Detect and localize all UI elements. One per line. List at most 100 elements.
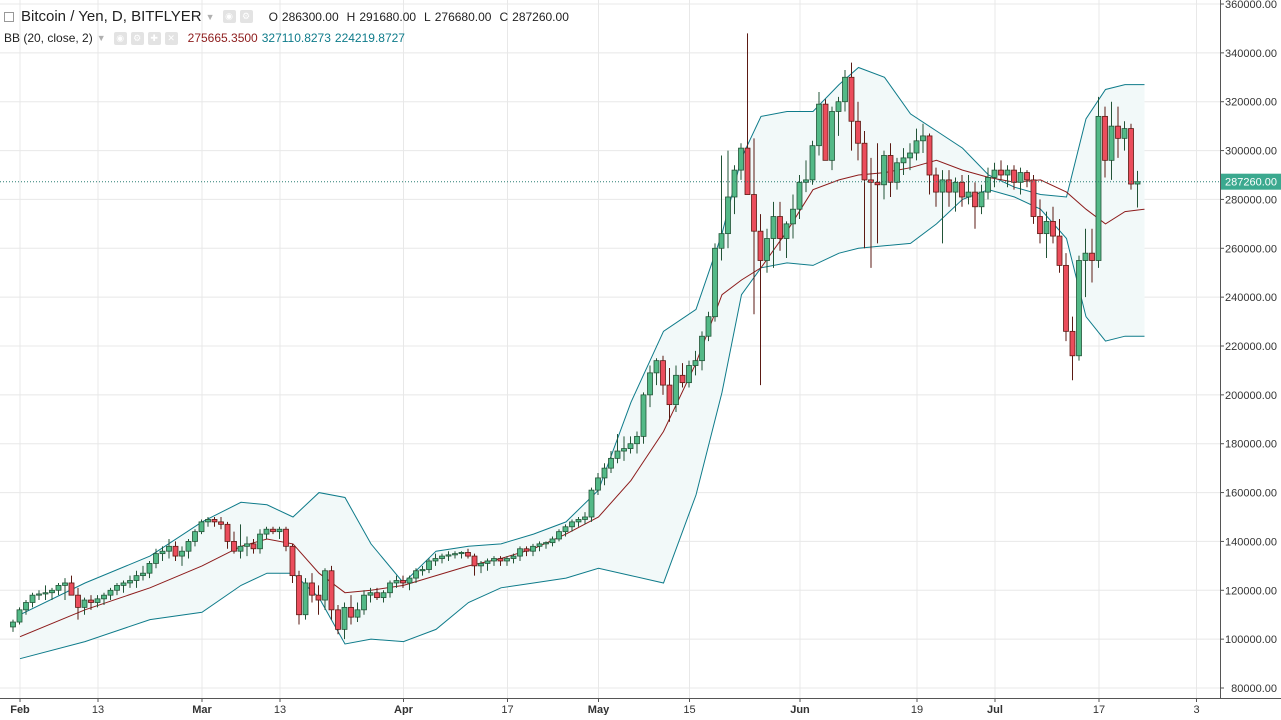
- candle: [998, 160, 1004, 180]
- candle: [315, 585, 322, 615]
- candle: [887, 143, 894, 197]
- candle-body: [55, 585, 62, 591]
- candle: [523, 546, 530, 557]
- candle-body: [1056, 235, 1063, 266]
- indicator-label[interactable]: BB (20, close, 2): [4, 31, 93, 45]
- candle: [660, 355, 666, 395]
- bollinger-bands: [19, 66, 1145, 660]
- candle-body: [796, 181, 803, 210]
- symbol-legend: Bitcoin / Yen, D, BITFLYER ▼ ◉ ⚙ O 28630…: [4, 8, 569, 25]
- candle: [205, 517, 211, 527]
- candle-body: [426, 560, 432, 570]
- candle-body: [556, 531, 562, 540]
- x-tick-label: Mar: [192, 704, 212, 715]
- candle-body: [478, 563, 484, 567]
- symbol-title[interactable]: Bitcoin / Yen, D, BITFLYER: [21, 8, 202, 25]
- candle-body: [822, 103, 829, 161]
- candle-body: [829, 111, 835, 161]
- candle: [159, 546, 166, 561]
- chevron-down-icon[interactable]: ▼: [96, 33, 106, 43]
- candle: [1128, 123, 1134, 190]
- candle-body: [354, 609, 361, 618]
- candle-body: [972, 191, 978, 208]
- candle: [900, 148, 907, 175]
- candle: [868, 157, 874, 268]
- candle: [146, 560, 153, 579]
- candle-body: [1089, 252, 1095, 261]
- x-tick-label: Feb: [10, 704, 30, 715]
- candle-body: [302, 582, 309, 616]
- candle-body: [543, 542, 549, 545]
- candle: [471, 553, 478, 576]
- candle-body: [439, 555, 445, 559]
- candle: [770, 201, 777, 268]
- candle-body: [783, 223, 790, 239]
- candle: [1089, 228, 1095, 283]
- candle-body: [127, 580, 133, 584]
- high-value: 291680.00: [359, 9, 417, 24]
- bb-lower-value: 224219.8727: [334, 31, 405, 45]
- candle-body: [926, 135, 933, 176]
- candle-body: [107, 589, 114, 596]
- candle: [29, 592, 36, 608]
- candle: [419, 565, 426, 576]
- low-value: 276680.00: [434, 9, 492, 24]
- settings-icon[interactable]: ⚙: [239, 10, 253, 23]
- candle: [829, 106, 835, 171]
- candle: [374, 587, 380, 601]
- candle: [328, 565, 335, 620]
- candle: [874, 143, 881, 244]
- candle-body: [257, 533, 263, 550]
- candle: [432, 553, 439, 566]
- candle-body: [946, 179, 952, 193]
- candle-body: [42, 592, 49, 595]
- candle-body: [751, 194, 757, 232]
- candle: [1030, 175, 1037, 224]
- candle: [1076, 255, 1082, 361]
- candle-body: [36, 593, 42, 596]
- candle: [16, 607, 23, 625]
- candle: [926, 133, 933, 195]
- candle: [666, 367, 673, 422]
- candle: [283, 526, 289, 552]
- candle: [978, 184, 985, 215]
- candle-body: [861, 142, 868, 181]
- candle: [55, 582, 62, 596]
- candle-body: [432, 558, 439, 562]
- candle-body: [406, 577, 413, 584]
- candle: [458, 551, 465, 559]
- candle: [1108, 101, 1115, 180]
- candle-body: [595, 477, 601, 491]
- candle-body: [881, 155, 887, 186]
- chevron-down-icon[interactable]: ▼: [205, 11, 215, 22]
- candle-body: [588, 489, 595, 518]
- candle-body: [939, 179, 946, 193]
- close-icon[interactable]: ✕: [164, 31, 178, 45]
- candle-body: [491, 558, 497, 562]
- candle: [185, 538, 192, 559]
- add-icon[interactable]: ✚: [147, 31, 161, 45]
- eye-icon[interactable]: ◉: [113, 31, 127, 45]
- candle: [588, 487, 595, 522]
- candle: [952, 177, 959, 212]
- candle-body: [237, 545, 244, 552]
- eye-icon[interactable]: ◉: [222, 10, 236, 23]
- candle: [133, 570, 140, 588]
- candle: [777, 201, 783, 251]
- candle-body: [497, 558, 504, 562]
- candle-body: [172, 545, 179, 557]
- candle: [614, 433, 621, 464]
- close-label: C: [499, 9, 509, 24]
- candle: [738, 143, 744, 180]
- candle-body: [380, 592, 387, 599]
- settings-icon[interactable]: ⚙: [130, 31, 144, 45]
- candle: [263, 526, 270, 539]
- collapse-square-icon[interactable]: [4, 11, 14, 22]
- candle-body: [10, 621, 16, 628]
- bb-upper-value: 327110.8273: [261, 31, 331, 45]
- candle: [179, 546, 185, 566]
- candle: [816, 91, 822, 156]
